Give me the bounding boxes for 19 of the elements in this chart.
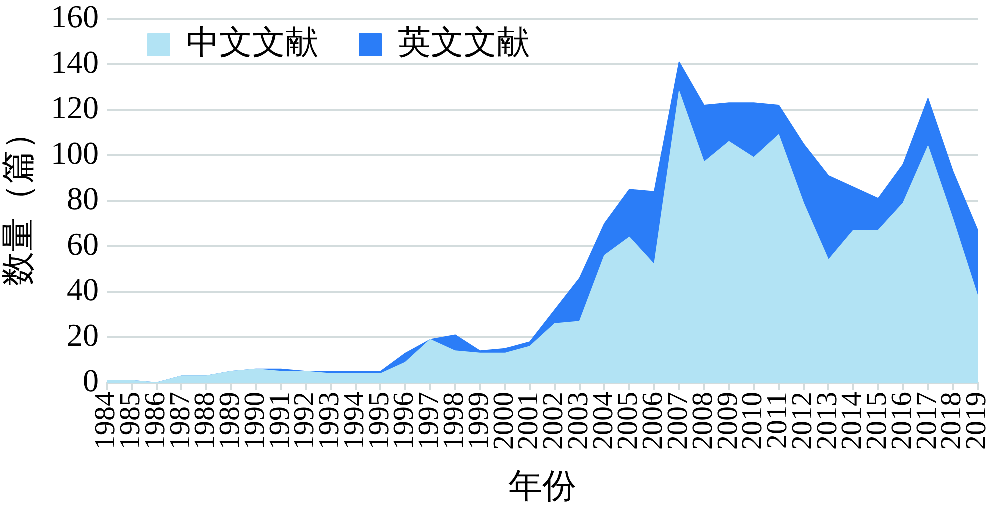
x-tick-label: 2019 [960, 392, 993, 450]
legend-label: 英文文献 [398, 26, 530, 62]
x-tick-label: 1999 [462, 392, 495, 450]
y-axis-title: 数量（篇） [0, 116, 38, 286]
y-tick-label: 100 [51, 134, 99, 171]
y-tick-label: 120 [51, 89, 99, 126]
y-tick-label: 20 [67, 316, 99, 353]
y-tick-label: 160 [51, 0, 99, 34]
legend-label: 中文文献 [186, 26, 318, 62]
x-tick-label: 1990 [238, 392, 271, 450]
y-tick-label: 80 [67, 180, 99, 216]
x-tick-label: 2012 [786, 392, 818, 450]
x-tick-label: 2003 [562, 392, 594, 450]
x-tick-label: 2016 [886, 392, 918, 450]
y-tick-label: 140 [51, 44, 99, 80]
x-tick-label: 1994 [338, 392, 370, 450]
x-axis-title: 年份 [508, 468, 576, 506]
y-tick-label: 60 [67, 226, 99, 262]
y-tick-label: 40 [67, 271, 99, 308]
